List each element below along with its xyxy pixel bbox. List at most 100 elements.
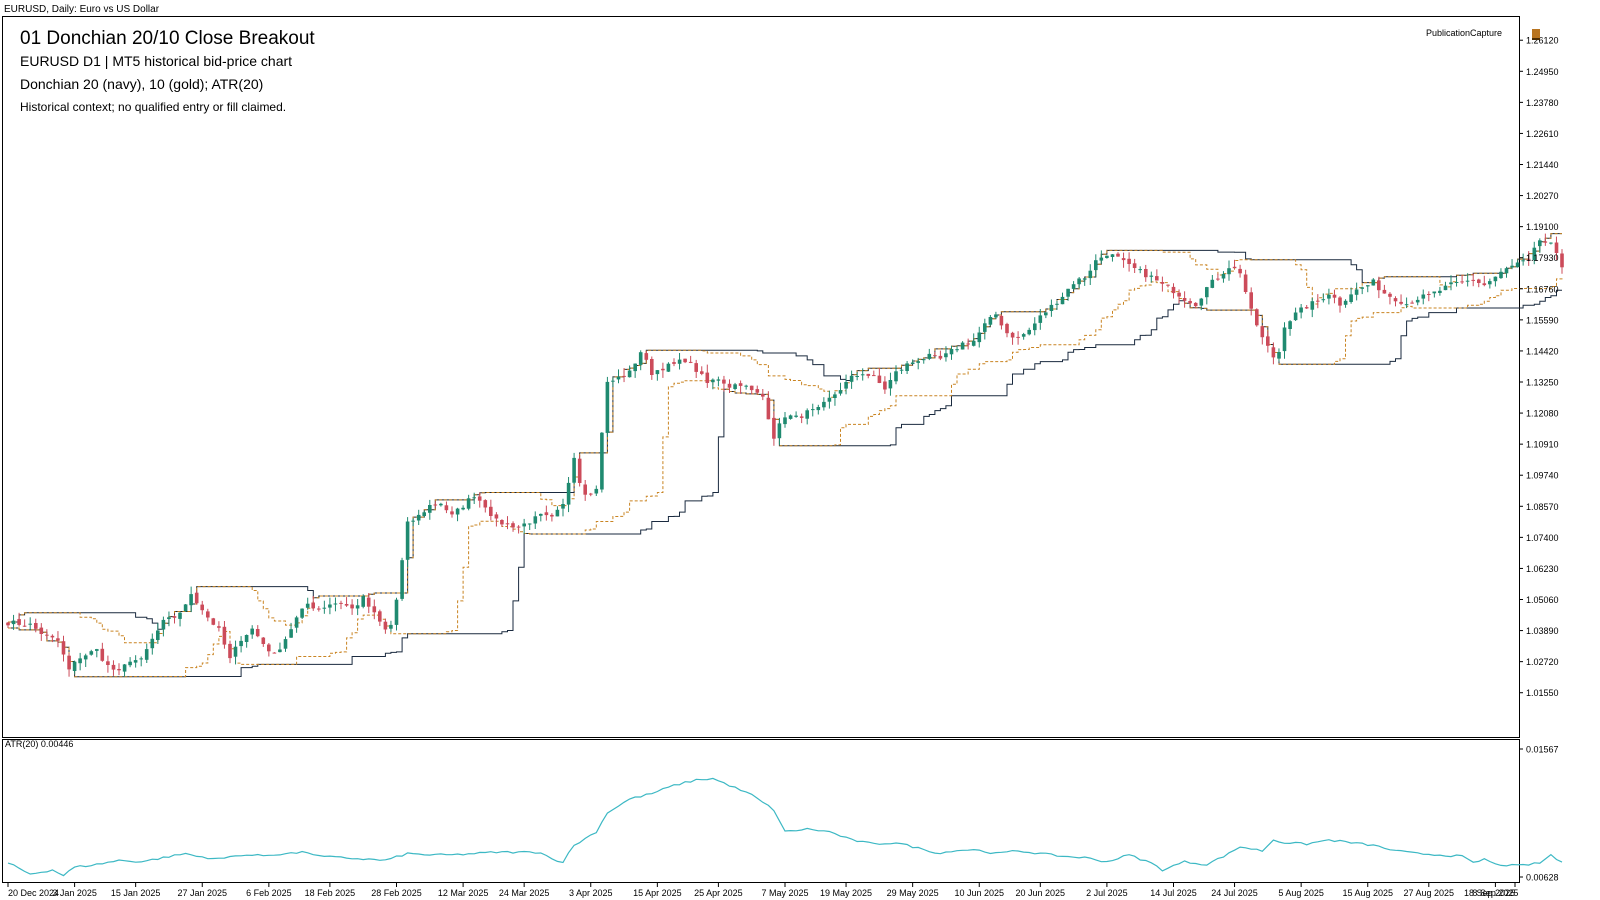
candle	[516, 525, 521, 534]
candle	[1110, 254, 1115, 262]
candle	[28, 617, 32, 630]
candle	[1399, 294, 1403, 306]
candle	[1021, 332, 1026, 340]
candle	[749, 385, 754, 395]
candle-body	[844, 382, 848, 389]
candle	[644, 350, 649, 361]
candle	[783, 412, 787, 428]
candle-body	[211, 618, 216, 625]
candle-body	[1082, 278, 1087, 280]
candle	[511, 521, 515, 532]
candle	[555, 506, 560, 517]
candle-body	[1321, 299, 1326, 301]
candle-body	[1471, 279, 1475, 281]
candle-body	[677, 359, 682, 364]
candle-body	[1504, 268, 1509, 274]
candle	[255, 625, 260, 638]
candle	[1266, 331, 1270, 353]
candle-body	[855, 376, 859, 377]
candle	[233, 640, 238, 665]
candle-body	[1155, 276, 1159, 281]
candle	[761, 389, 765, 401]
candle	[1038, 309, 1043, 330]
candle-body	[849, 375, 854, 382]
candle-body	[1388, 293, 1392, 297]
candle-body	[22, 625, 27, 627]
candle-body	[539, 513, 543, 516]
candle-body	[1199, 298, 1204, 306]
candle	[733, 382, 737, 391]
candle	[455, 507, 460, 522]
candle	[106, 655, 110, 673]
candle	[1182, 291, 1187, 308]
candle	[933, 351, 937, 357]
candle-body	[1144, 269, 1148, 278]
candle	[1166, 284, 1170, 288]
candle-body	[1310, 301, 1315, 310]
candle-body	[1060, 296, 1065, 305]
atr-panel-label: ATR(20) 0.00446	[5, 739, 74, 749]
candle	[250, 625, 254, 639]
candle	[133, 655, 138, 668]
candle-body	[1033, 323, 1037, 331]
candle	[222, 621, 227, 649]
candle-body	[1138, 269, 1142, 271]
candle-body	[278, 649, 282, 653]
candle	[788, 414, 793, 420]
candle-body	[805, 410, 809, 419]
candle	[1427, 291, 1431, 302]
candle	[1271, 342, 1276, 365]
candle	[1227, 260, 1231, 281]
candle	[1393, 296, 1398, 307]
date-tick-label: 7 May 2025	[761, 888, 808, 898]
price-tick-label: 1.08570	[1526, 502, 1559, 512]
candle-body	[1493, 276, 1498, 282]
candle-body	[244, 635, 249, 642]
candle	[378, 609, 382, 626]
candle-body	[922, 359, 926, 361]
candle-body	[1549, 242, 1553, 244]
candle	[910, 359, 915, 365]
candle	[267, 643, 271, 657]
candle-body	[455, 508, 460, 515]
candle-body	[200, 604, 204, 611]
candle-body	[61, 641, 66, 655]
candle	[799, 413, 804, 424]
candle	[1216, 273, 1220, 281]
candle	[466, 494, 471, 511]
candle-body	[1443, 285, 1448, 291]
candle-body	[1071, 284, 1076, 289]
candle	[1082, 278, 1087, 286]
candle	[572, 452, 576, 485]
candle	[1438, 286, 1442, 296]
candle-body	[1182, 298, 1187, 301]
candle-body	[1121, 258, 1126, 261]
candle-body	[1515, 262, 1520, 268]
candle	[300, 608, 304, 619]
candle-body	[544, 512, 549, 516]
candle	[772, 412, 776, 446]
candle-body	[738, 383, 743, 386]
candle	[1338, 296, 1342, 313]
candle-body	[483, 500, 488, 508]
candle	[1077, 277, 1081, 289]
candle	[594, 485, 599, 496]
candle	[167, 611, 171, 627]
donchian10-upper	[8, 233, 1562, 644]
candle	[100, 642, 105, 662]
candle-body	[461, 507, 465, 510]
candle-body	[733, 384, 737, 389]
candle-body	[150, 638, 155, 649]
candle	[1016, 331, 1020, 345]
candle	[666, 362, 671, 372]
candle	[156, 623, 160, 644]
candle-body	[822, 401, 826, 408]
candle-body	[1316, 300, 1320, 302]
candle-body	[1166, 284, 1170, 286]
candle-body	[328, 604, 332, 608]
candle-body	[1465, 280, 1470, 282]
candle	[34, 618, 38, 633]
candle	[677, 353, 682, 370]
candle	[672, 358, 676, 367]
